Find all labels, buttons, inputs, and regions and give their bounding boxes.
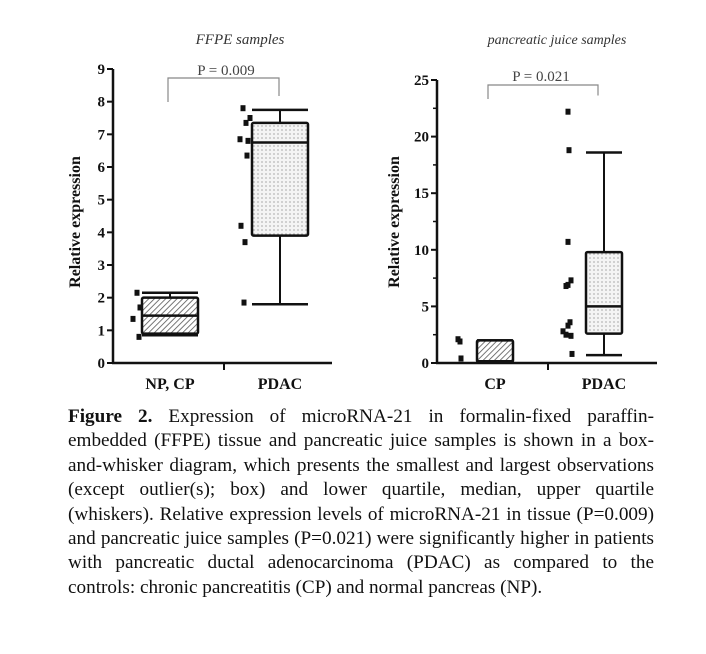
y-tick-label: 4 [98,225,106,241]
box-iqr [584,250,624,335]
y-axis-label: Relative expression [386,156,403,288]
y-tick-label: 6 [98,160,106,176]
y-axis-label: Relative expression [67,156,84,288]
data-point [568,277,574,284]
y-tick-label: 8 [98,95,106,111]
p-value-annotation: P = 0.009 [197,63,255,79]
x-tick-label: NP, CP [145,376,194,393]
box-iqr [250,121,310,237]
data-point [568,332,574,339]
y-tick-label: 0 [422,356,430,372]
y-tick-label: 9 [98,62,106,78]
y-tick-label: 3 [98,258,106,274]
data-point [240,105,246,112]
caption-text: Expression of microRNA-21 in formalin-fi… [68,406,654,598]
data-point [137,304,143,311]
y-tick-label: 25 [414,73,429,89]
significance-bracket [167,77,280,102]
data-point [238,222,244,229]
p-value-annotation: P = 0.021 [512,69,570,85]
data-point [563,283,569,290]
data-point [563,331,569,338]
figure-caption: Figure 2. Expression of microRNA-21 in f… [68,405,654,600]
data-point [565,108,571,115]
data-point [245,137,251,144]
data-point [241,299,247,306]
y-tick-label: 5 [422,299,430,315]
caption-label: Figure 2. [68,406,153,427]
y-tick-label: 0 [98,356,106,372]
data-point [567,319,573,326]
data-point [130,315,136,322]
y-tick-label: 1 [98,323,106,339]
y-tick-label: 15 [414,186,429,202]
data-point [237,136,243,143]
figure-charts: FFPE samples Relative expression 0 1 2 3 4 5 6… [67,32,657,393]
data-point [565,238,571,245]
data-point [566,147,572,154]
data-point [560,328,566,335]
y-tick-label: 10 [414,243,429,259]
data-point [244,152,250,159]
x-tick-label: CP [484,376,506,393]
data-point [242,239,248,246]
data-point [457,338,463,345]
x-tick-label: PDAC [258,376,302,393]
chart-title: pancreatic juice samples [487,33,627,48]
data-point [565,322,571,329]
data-point [243,119,249,126]
data-point [247,115,253,121]
chart-title: FFPE samples [195,32,285,48]
data-point [134,289,140,296]
y-tick-label: 5 [98,193,106,209]
y-tick-label: 2 [98,291,106,307]
box-iqr [475,339,515,364]
data-point [136,333,142,340]
y-tick-label: 20 [414,130,429,146]
y-tick-label: 7 [98,127,106,143]
data-point [569,350,575,357]
x-tick-label: PDAC [582,376,626,393]
ffpe-chart: FFPE samples Relative expression 0 1 2 3 4 5 6… [67,32,332,393]
pancreatic-juice-chart: pancreatic juice samples Relative expres… [386,33,657,393]
data-point [458,355,464,362]
significance-bracket [487,84,599,99]
